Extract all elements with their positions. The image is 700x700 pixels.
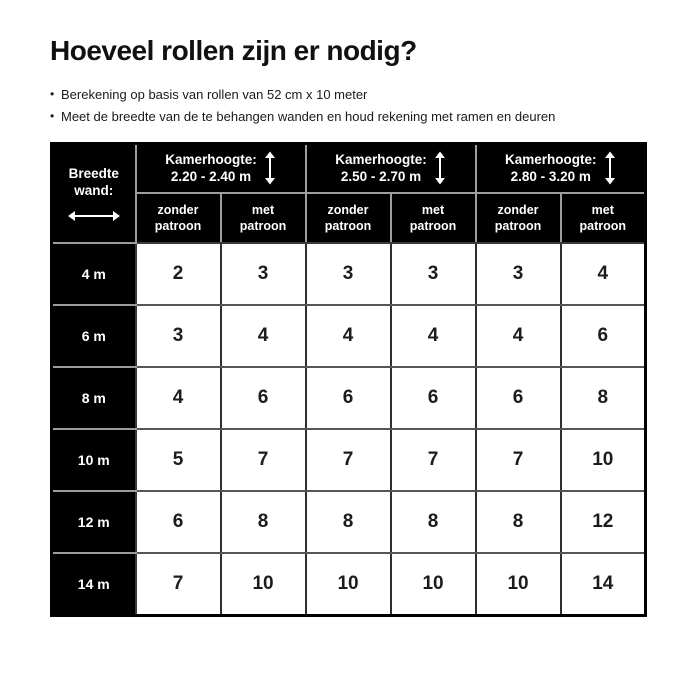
table-cell: 8	[219, 490, 307, 555]
note-item: • Meet de breedte van de te behangen wan…	[50, 108, 650, 126]
table-cell: 6	[134, 490, 222, 555]
subcolumn-header: zonder patroon	[134, 192, 222, 245]
column-group-header: Kamerhoogte: 2.50 - 2.70 m	[304, 142, 477, 195]
table-subheader-row: zonder patroon met patroon zonder patroo…	[52, 192, 647, 245]
table-cell: 3	[304, 242, 392, 307]
page-title: Hoeveel rollen zijn er nodig?	[50, 35, 417, 66]
table-row: 14 m 7 10 10 10 10 14	[50, 552, 647, 617]
table-cell: 6	[219, 366, 307, 431]
table-cell: 4	[474, 304, 562, 369]
row-label: 10 m	[50, 428, 137, 493]
group-range: 2.50 - 2.70 m	[340, 169, 422, 185]
subcolumn-label: zonder patroon	[154, 202, 202, 234]
row-label: 6 m	[50, 304, 137, 369]
table-cell: 3	[219, 242, 307, 307]
group-label: Kamerhoogte:	[505, 151, 597, 167]
table-cell: 3	[134, 304, 222, 369]
subcolumn-header: met patroon	[389, 192, 477, 245]
table-cell: 7	[304, 428, 392, 493]
table-cell: 4	[559, 242, 647, 307]
table-group-header-row: Breedte wand: Kamerhoogte:	[50, 142, 647, 245]
content: Hoeveel rollen zijn er nodig? • Berekeni…	[50, 35, 650, 617]
subcolumn-header: zonder patroon	[474, 192, 562, 245]
column-group-header: Kamerhoogte: 2.20 - 2.40 m	[134, 142, 307, 195]
subcolumn-label: zonder patroon	[494, 202, 542, 234]
table-cell: 4	[219, 304, 307, 369]
subcolumn-header: met patroon	[219, 192, 307, 245]
table-cell: 4	[389, 304, 477, 369]
table-row: 12 m 6 8 8 8 8 12	[50, 490, 647, 555]
table-row: 4 m 2 3 3 3 3 4	[50, 242, 647, 307]
subcolumn-label: zonder patroon	[324, 202, 372, 234]
note-text: Berekening op basis van rollen van 52 cm…	[61, 86, 368, 102]
table-cell: 7	[474, 428, 562, 493]
table-cell: 6	[389, 366, 477, 431]
note-item: • Berekening op basis van rollen van 52 …	[50, 86, 650, 104]
table-cell: 10	[304, 552, 392, 617]
table-row: 10 m 5 7 7 7 7 10	[50, 428, 647, 493]
table-cell: 5	[134, 428, 222, 493]
row-label: 4 m	[50, 242, 137, 307]
table-cell: 6	[304, 366, 392, 431]
note-text: Meet de breedte van de te behangen wande…	[61, 109, 556, 125]
table-cell: 2	[134, 242, 222, 307]
bullet-icon: •	[50, 86, 55, 101]
row-label: 14 m	[50, 552, 137, 617]
table-cell: 4	[304, 304, 392, 369]
table-cell: 10	[219, 552, 307, 617]
table-cell: 8	[474, 490, 562, 555]
table-cell: 7	[134, 552, 222, 617]
subcolumn-header: zonder patroon	[304, 192, 392, 245]
up-down-arrow-icon	[264, 151, 275, 185]
table-cell: 7	[219, 428, 307, 493]
table-row: 6 m 3 4 4 4 4 6	[50, 304, 647, 369]
up-down-arrow-icon	[604, 151, 615, 185]
subcolumn-label: met patroon	[579, 202, 627, 234]
row-label: 8 m	[50, 366, 137, 431]
table-cell: 12	[559, 490, 647, 555]
group-label: Kamerhoogte:	[165, 151, 257, 167]
subcolumn-header: met patroon	[559, 192, 647, 245]
row-header-label: Breedte wand:	[68, 165, 119, 199]
notes-list: • Berekening op basis van rollen van 52 …	[50, 86, 650, 126]
column-group-header: Kamerhoogte: 2.80 - 3.20 m	[474, 142, 647, 195]
table-cell: 10	[559, 428, 647, 493]
table-cell: 10	[389, 552, 477, 617]
group-range: 2.20 - 2.40 m	[170, 169, 252, 185]
table-cell: 8	[559, 366, 647, 431]
up-down-arrow-icon	[434, 151, 445, 185]
table-cell: 3	[474, 242, 562, 307]
left-right-arrow-icon	[67, 210, 120, 221]
table-cell: 3	[389, 242, 477, 307]
row-label: 12 m	[50, 490, 137, 555]
table-cell: 6	[559, 304, 647, 369]
group-range: 2.80 - 3.20 m	[510, 169, 591, 185]
table-cell: 10	[474, 552, 562, 617]
table-row: 8 m 4 6 6 6 6 8	[50, 366, 647, 431]
row-header-cell: Breedte wand:	[50, 142, 137, 245]
table-cell: 7	[389, 428, 477, 493]
subcolumn-label: met patroon	[239, 202, 287, 234]
subcolumn-label: met patroon	[409, 202, 457, 234]
table-cell: 8	[389, 490, 477, 555]
table-cell: 4	[134, 366, 222, 431]
bullet-icon: •	[50, 109, 55, 124]
table-cell: 14	[559, 552, 647, 617]
rolls-table: Breedte wand: Kamerhoogte:	[50, 141, 648, 617]
table-cell: 8	[304, 490, 392, 555]
table-cell: 6	[474, 366, 562, 431]
group-label: Kamerhoogte:	[335, 151, 427, 167]
